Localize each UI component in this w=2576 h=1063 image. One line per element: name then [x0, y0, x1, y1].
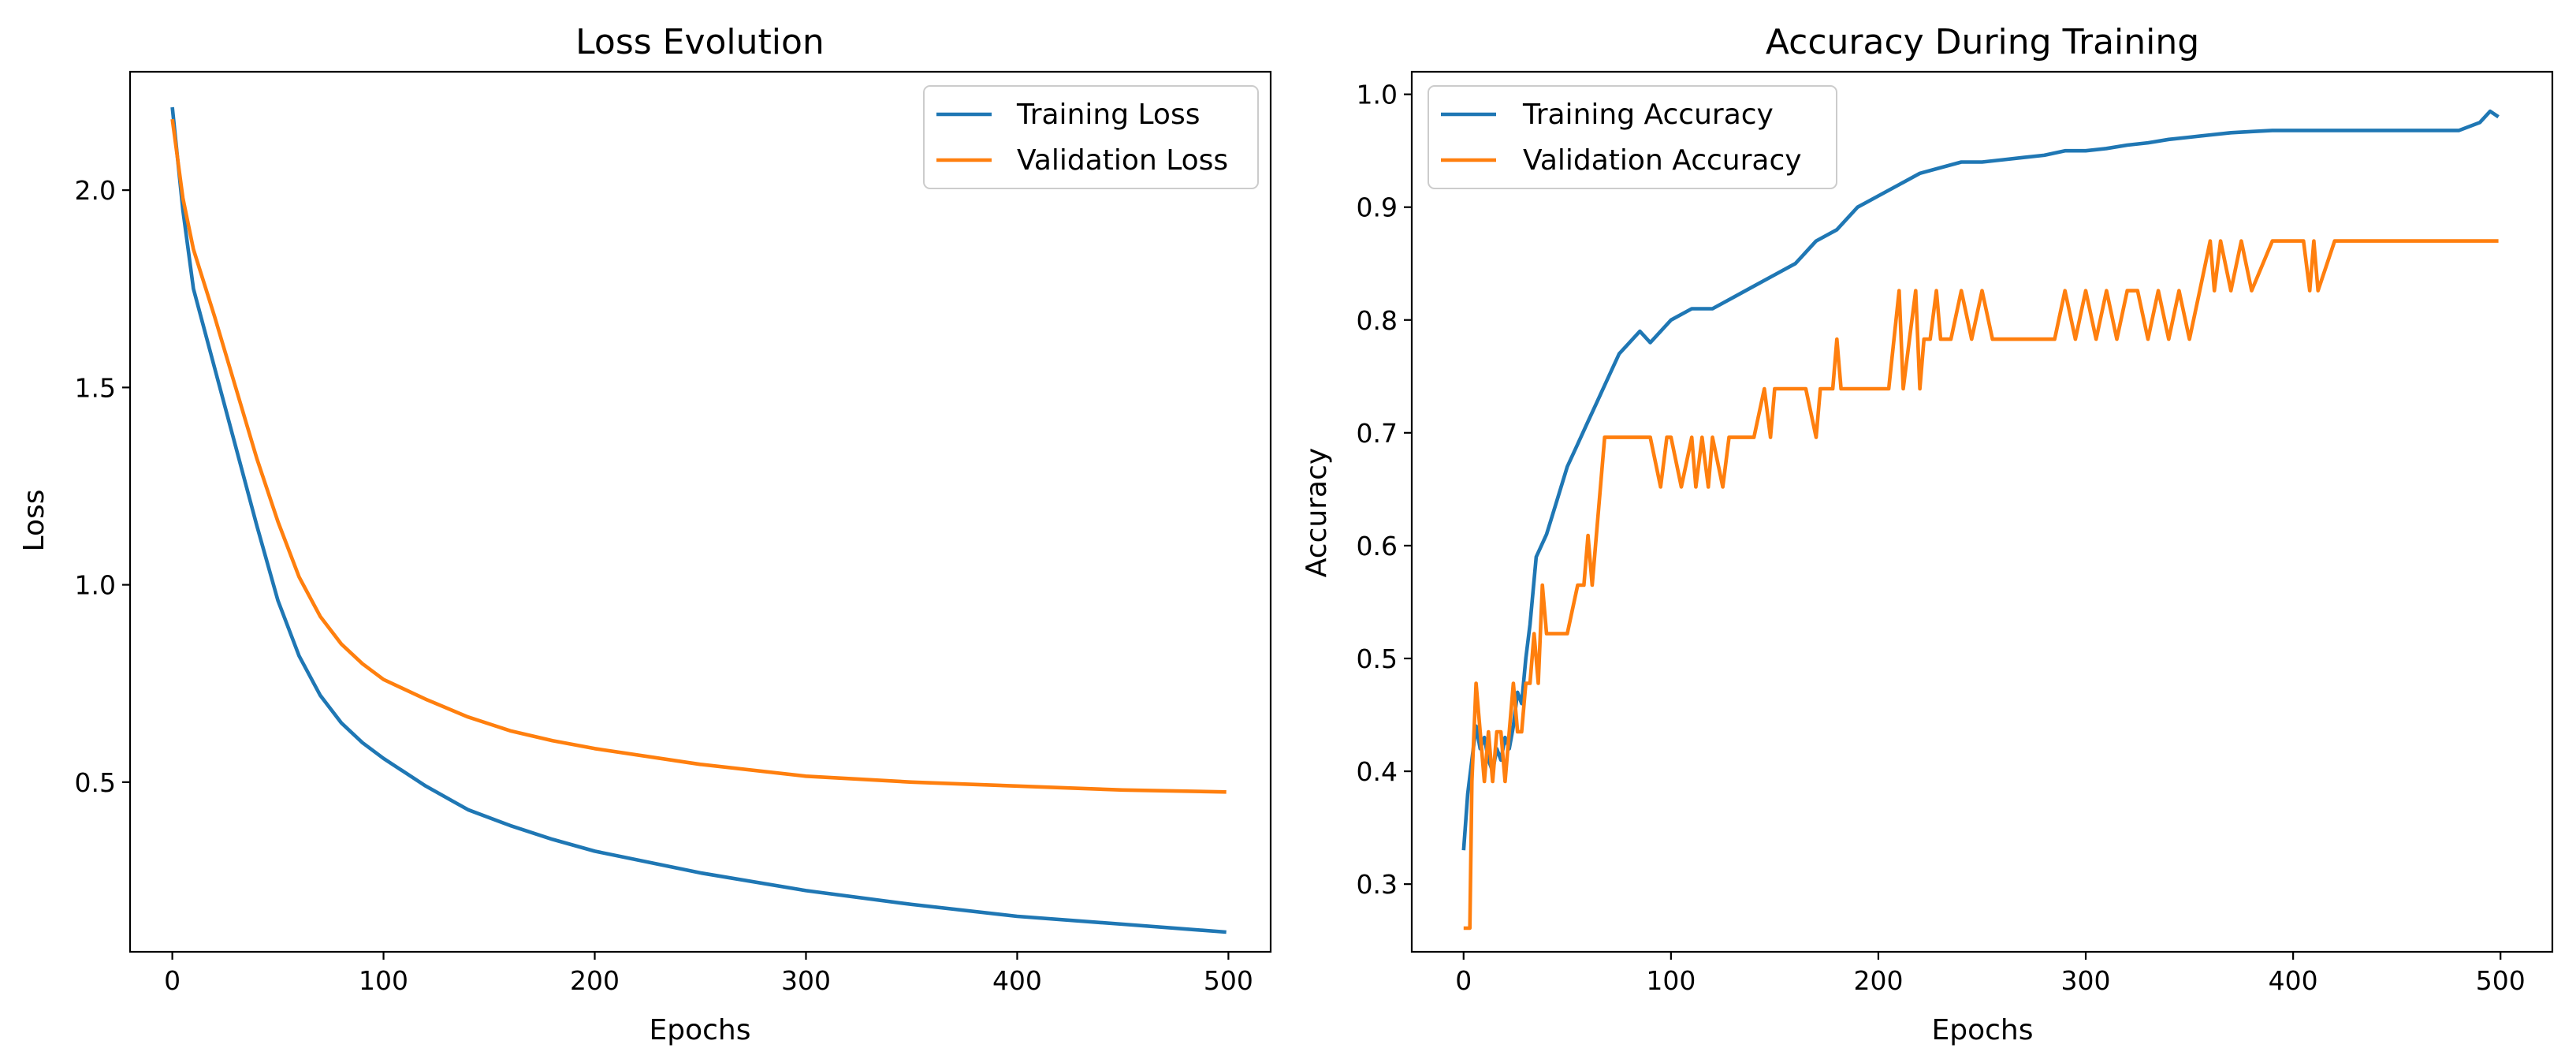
loss-y-tick-label: 0.5	[75, 767, 116, 798]
loss-y-tick-label: 1.5	[75, 372, 116, 403]
loss-x-ticks: 0 100 200 300 400 500	[164, 952, 1253, 996]
accuracy-x-ticks: 0 100 200 300 400 500	[1455, 952, 2526, 996]
accuracy-x-tick-label: 400	[2269, 965, 2318, 996]
loss-y-axis-label: Loss	[18, 490, 50, 552]
accuracy-legend-box	[1428, 85, 1837, 189]
accuracy-legend-training-label: Training Accuracy	[1522, 99, 1774, 131]
loss-x-tick-label: 100	[359, 965, 408, 996]
loss-legend-validation-label: Validation Loss	[1017, 144, 1228, 177]
accuracy-legend: Training Accuracy Validation Accuracy	[1428, 85, 1837, 189]
accuracy-x-axis-label: Epochs	[1932, 1014, 2034, 1046]
loss-series-training	[170, 106, 1227, 934]
loss-chart-title: Loss Evolution	[575, 22, 825, 62]
accuracy-y-tick-label: 0.4	[1357, 756, 1398, 787]
accuracy-x-tick-label: 500	[2476, 965, 2526, 996]
accuracy-x-tick-label: 300	[2061, 965, 2111, 996]
loss-chart: Loss Evolution Epochs Loss 0 100 200 300 400…	[18, 22, 1272, 1046]
loss-x-tick-label: 500	[1204, 965, 1253, 996]
accuracy-axes-frame	[1410, 70, 2554, 953]
loss-legend-training-label: Training Loss	[1016, 99, 1200, 131]
accuracy-chart-title: Accuracy During Training	[1766, 22, 2199, 62]
accuracy-y-tick-label: 1.0	[1357, 80, 1398, 110]
loss-plot-area	[170, 106, 1227, 934]
accuracy-x-tick-label: 0	[1455, 965, 1472, 996]
accuracy-y-tick-label: 0.7	[1357, 418, 1398, 449]
loss-y-tick-label: 1.0	[75, 570, 116, 601]
accuracy-y-tick-label: 0.3	[1357, 869, 1398, 900]
accuracy-series-training	[1461, 109, 2500, 851]
loss-series-validation	[170, 118, 1227, 794]
loss-x-tick-label: 300	[781, 965, 831, 996]
accuracy-chart: Accuracy During Training Epochs Accuracy…	[1301, 22, 2554, 1046]
loss-x-axis-label: Epochs	[650, 1014, 751, 1046]
loss-legend-box	[923, 85, 1259, 189]
loss-legend: Training Loss Validation Loss	[923, 85, 1259, 189]
loss-x-tick-label: 0	[164, 965, 181, 996]
accuracy-y-tick-label: 0.8	[1357, 305, 1398, 336]
accuracy-y-axis-label: Accuracy	[1301, 448, 1333, 577]
loss-x-tick-label: 200	[570, 965, 620, 996]
loss-y-ticks: 0.5 1.0 1.5 2.0	[75, 175, 130, 798]
loss-y-tick-label: 2.0	[75, 175, 116, 206]
accuracy-plot-area	[1461, 109, 2500, 931]
accuracy-y-ticks: 0.3 0.4 0.5 0.6 0.7 0.8 0.9 1.0	[1357, 80, 1412, 900]
loss-x-tick-label: 400	[992, 965, 1042, 996]
accuracy-legend-validation-label: Validation Accuracy	[1523, 144, 1802, 177]
accuracy-series-validation	[1463, 239, 2499, 931]
loss-axes-frame	[128, 70, 1272, 953]
accuracy-y-tick-label: 0.9	[1357, 192, 1398, 223]
accuracy-x-tick-label: 200	[1853, 965, 1903, 996]
accuracy-y-tick-label: 0.5	[1357, 643, 1398, 674]
accuracy-y-tick-label: 0.6	[1357, 531, 1398, 561]
accuracy-x-tick-label: 100	[1646, 965, 1696, 996]
